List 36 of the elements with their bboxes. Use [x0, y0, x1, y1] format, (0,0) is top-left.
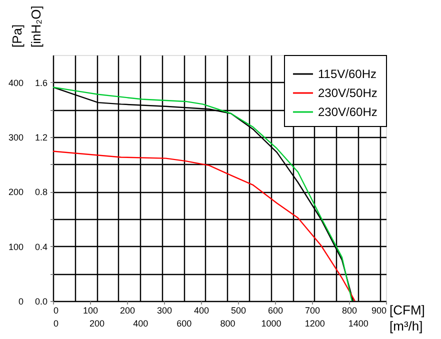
- y2-tick-label: 0.0: [34, 296, 48, 306]
- y2-tick-label: 1.6: [34, 78, 48, 88]
- x-tick-label: 0: [54, 306, 59, 316]
- x2-tick-label: 0: [54, 318, 59, 328]
- x2-tick-label: 1400: [348, 318, 368, 328]
- y-tick-label: 100: [8, 242, 24, 252]
- x-tick-label: 600: [268, 306, 284, 316]
- x2-tick-label: 600: [176, 318, 192, 328]
- x-tick-label: 900: [371, 306, 386, 316]
- x2-tick-label: 1000: [261, 318, 282, 328]
- x2-axis-title: [m³/h]: [390, 318, 423, 334]
- x-tick-label: 700: [304, 306, 320, 316]
- y2-tick-label: 0.8: [34, 187, 48, 198]
- y-tick-label: 0: [18, 296, 24, 306]
- x-tick-label: 800: [342, 306, 358, 316]
- y-tick-label: 200: [8, 187, 24, 198]
- x-tick-label: 500: [230, 306, 246, 316]
- legend-label: 230V/60Hz: [318, 105, 378, 119]
- y-axis-title: [Pa]: [10, 24, 24, 48]
- y-tick-label: 400: [8, 78, 24, 88]
- x-tick-label: 300: [156, 306, 172, 316]
- x-tick-label: 400: [194, 306, 210, 316]
- legend-label: 115V/60Hz: [318, 67, 376, 81]
- x-tick-label: 100: [82, 306, 98, 316]
- x2-tick-label: 200: [90, 318, 105, 328]
- x2-tick-label: 1200: [304, 318, 325, 328]
- line-series: [53, 150, 356, 301]
- x-tick-label: 200: [120, 306, 136, 316]
- legend-label: 230V/50Hz: [318, 86, 378, 100]
- y-tick-label: 300: [8, 132, 24, 142]
- x2-tick-label: 800: [220, 318, 236, 328]
- y2-axis-title: [inH₂O]: [28, 6, 44, 48]
- x-axis-title: [CFM]: [390, 302, 425, 318]
- y2-tick-label: 0.4: [34, 242, 48, 252]
- x2-tick-label: 400: [133, 318, 148, 328]
- y2-tick-label: 1.2: [34, 132, 48, 142]
